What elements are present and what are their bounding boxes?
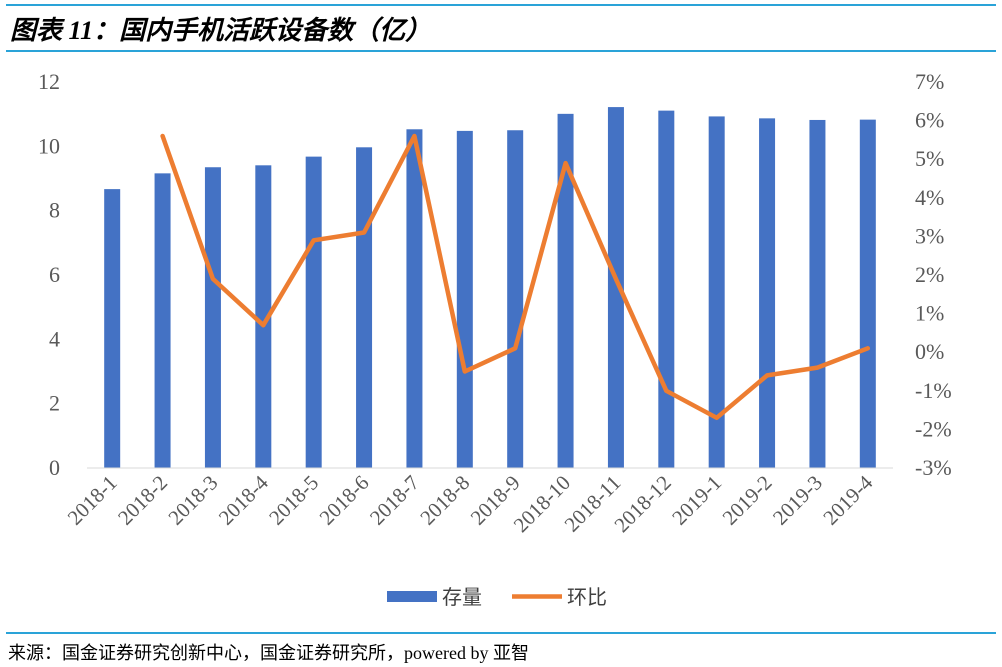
bar	[859, 119, 876, 468]
left-tick-label: 4	[49, 326, 60, 351]
left-tick-label: 0	[49, 455, 60, 480]
x-tick-label: 2018-8	[415, 471, 474, 530]
legend-label-huanbi: 环比	[567, 585, 607, 609]
x-tick-label: 2018-12	[609, 471, 675, 537]
right-axis-ticks: -3% -2% -1% 0% 1% 2% 3% 4% 5% 6% 7%	[915, 69, 952, 480]
title-rule	[6, 50, 996, 52]
right-tick-label: 3%	[915, 223, 944, 248]
right-tick-label: 2%	[915, 262, 944, 287]
bar-series	[104, 107, 876, 469]
left-tick-label: 10	[38, 133, 60, 158]
left-tick-label: 2	[49, 391, 60, 416]
right-tick-label: -3%	[915, 455, 952, 480]
x-tick-label: 2018-7	[365, 471, 424, 530]
bar	[456, 130, 473, 469]
source-note: 来源：国金证券研究创新中心，国金证券研究所，powered by 亚智	[8, 643, 529, 663]
left-tick-label: 8	[49, 198, 60, 223]
x-tick-label: 2019-1	[667, 471, 726, 530]
right-tick-label: 7%	[915, 69, 944, 94]
x-tick-label: 2018-4	[214, 470, 273, 529]
x-tick-label: 2018-1	[63, 471, 122, 530]
bar	[255, 165, 272, 469]
bar	[104, 189, 121, 469]
bar	[708, 116, 725, 468]
left-tick-label: 12	[38, 69, 60, 94]
bar	[406, 129, 423, 468]
x-tick-label: 2018-10	[509, 471, 575, 537]
bar	[607, 107, 624, 468]
chart-area: 0 2 4 6 8 10 12 -3% -2% -1% 0% 1% 2% 3% 4% 5% 6% 7% 2018…	[38, 69, 952, 609]
bar	[305, 156, 322, 469]
right-tick-label: 6%	[915, 108, 944, 133]
right-tick-label: 0%	[915, 339, 944, 364]
bar	[809, 119, 826, 468]
right-tick-label: -1%	[915, 378, 952, 403]
x-tick-label: 2019-4	[818, 470, 877, 529]
x-tick-label: 2018-5	[264, 471, 323, 530]
bar	[356, 147, 373, 468]
bar	[658, 110, 675, 469]
legend: 存量 环比	[387, 585, 607, 609]
line-series-huanbi	[160, 133, 871, 421]
x-tick-label: 2018-2	[113, 471, 172, 530]
bar	[507, 130, 524, 468]
legend-swatch-cunliang	[387, 591, 437, 602]
source-rule	[6, 632, 996, 634]
right-tick-label: 5%	[915, 146, 944, 171]
left-tick-label: 6	[49, 262, 60, 287]
right-tick-label: 4%	[915, 185, 944, 210]
bar	[759, 118, 776, 469]
x-tick-label: 2018-3	[163, 471, 222, 530]
top-rule	[6, 4, 996, 6]
bar	[154, 173, 171, 468]
legend-label-cunliang: 存量	[442, 585, 482, 609]
x-axis-ticks: 2018-12018-22018-32018-42018-52018-62018…	[63, 470, 878, 537]
x-tick-label: 2018-6	[315, 471, 374, 530]
chart-title: 图表 11：国内手机活跃设备数（亿）	[10, 16, 432, 45]
x-tick-label: 2019-3	[768, 471, 827, 530]
right-tick-label: -2%	[915, 416, 952, 441]
right-tick-label: 1%	[915, 301, 944, 326]
bar	[557, 113, 574, 468]
x-tick-label: 2019-2	[718, 471, 777, 530]
left-axis-ticks: 0 2 4 6 8 10 12	[38, 69, 60, 480]
bar	[204, 167, 221, 468]
